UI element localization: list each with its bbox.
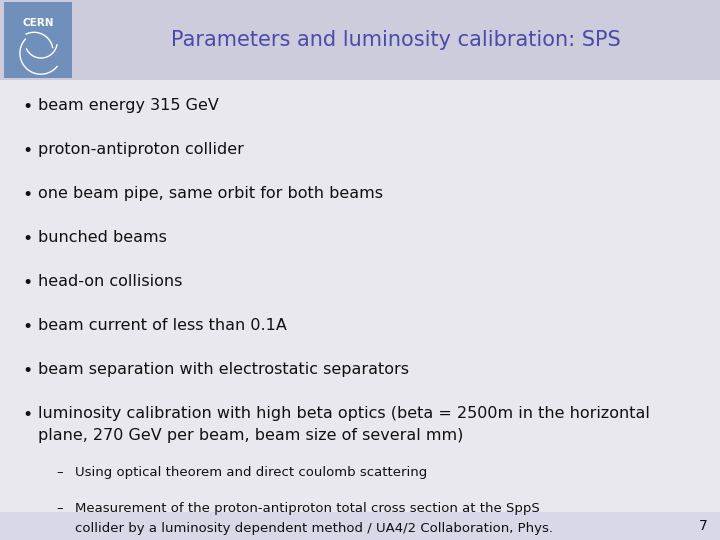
Text: •: • [22, 318, 32, 336]
Text: •: • [22, 406, 32, 424]
Bar [0, 512, 720, 540]
Text: •: • [22, 230, 32, 248]
Text: Using optical theorem and direct coulomb scattering: Using optical theorem and direct coulomb… [75, 466, 427, 479]
Text: beam energy 315 GeV: beam energy 315 GeV [38, 98, 219, 113]
Bar [4, 2, 72, 78]
Text: •: • [22, 186, 32, 204]
Text: bunched beams: bunched beams [38, 230, 167, 245]
Text: •: • [22, 98, 32, 116]
Text: •: • [22, 274, 32, 292]
Bar [0, 0, 720, 80]
Text: beam separation with electrostatic separators: beam separation with electrostatic separ… [38, 362, 409, 377]
Text: beam current of less than 0.1A: beam current of less than 0.1A [38, 318, 287, 333]
Text: –: – [56, 466, 63, 479]
Text: one beam pipe, same orbit for both beams: one beam pipe, same orbit for both beams [38, 186, 383, 201]
Text: Measurement of the proton-antiproton total cross section at the SppS: Measurement of the proton-antiproton tot… [75, 502, 540, 515]
Text: 7: 7 [699, 519, 708, 533]
Text: collider by a luminosity dependent method / UA4/2 Collaboration, Phys.: collider by a luminosity dependent metho… [75, 522, 553, 535]
Text: plane, 270 GeV per beam, beam size of several mm): plane, 270 GeV per beam, beam size of se… [38, 428, 464, 443]
Text: Parameters and luminosity calibration: SPS: Parameters and luminosity calibration: S… [171, 30, 621, 50]
Text: head-on collisions: head-on collisions [38, 274, 182, 289]
Text: •: • [22, 142, 32, 160]
Text: •: • [22, 362, 32, 380]
Text: luminosity calibration with high beta optics (beta = 2500m in the horizontal: luminosity calibration with high beta op… [38, 406, 650, 421]
Text: proton-antiproton collider: proton-antiproton collider [38, 142, 244, 157]
Text: –: – [56, 502, 63, 515]
Text: CERN: CERN [22, 18, 54, 28]
